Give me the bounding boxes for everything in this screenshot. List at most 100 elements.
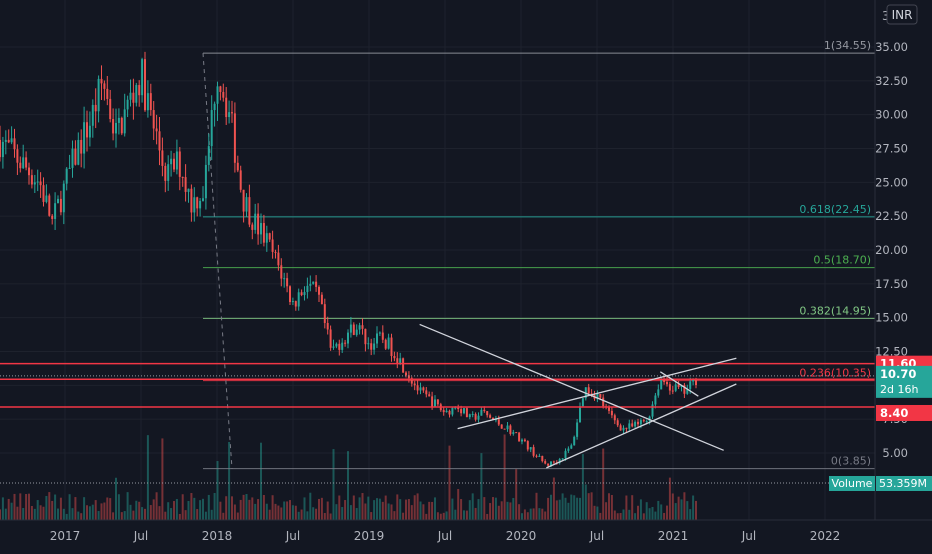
candle-body <box>460 409 463 414</box>
volume-bar <box>500 501 503 520</box>
volume-bar <box>390 504 393 520</box>
volume-bar <box>442 512 445 520</box>
volume-bar <box>497 505 500 520</box>
candle-body <box>222 91 225 98</box>
candle-body <box>207 146 210 165</box>
volume-bar <box>381 501 384 520</box>
volume-bar <box>526 512 529 520</box>
candle-body <box>25 157 28 168</box>
candle-body <box>526 441 529 450</box>
volume-bar <box>448 445 451 520</box>
candle-body <box>19 162 22 169</box>
candle-body <box>668 384 671 391</box>
candle-body <box>7 139 10 143</box>
volume-bar <box>33 508 36 520</box>
candle-body <box>173 158 175 170</box>
volume-bar <box>228 441 231 520</box>
volume-bar <box>587 493 590 520</box>
candle-body <box>283 278 286 280</box>
volume-bar <box>431 501 434 520</box>
volume-bar <box>628 509 631 520</box>
candle-body <box>567 448 570 451</box>
volume-bar <box>158 506 161 520</box>
candle-body <box>109 98 112 120</box>
candle-body <box>303 292 306 296</box>
candle-body <box>471 414 474 416</box>
candle-body <box>550 461 552 466</box>
volume-bar <box>399 499 402 520</box>
volume-bar <box>642 513 645 520</box>
volume-bar <box>634 513 637 520</box>
volume-bar <box>428 501 431 520</box>
y-tick-label: 30.00 <box>875 108 908 122</box>
volume-bar <box>434 497 436 520</box>
time-axis: 2017 Jul 2018 Jul 2019 Jul 2020 Jul 2021 Jul 2022 <box>50 529 841 543</box>
trendlines <box>419 323 737 469</box>
candle-body <box>634 421 637 427</box>
volume-bar <box>593 505 596 520</box>
candle-body <box>138 85 141 96</box>
volume-bar <box>407 499 410 520</box>
candle-body <box>695 378 697 385</box>
volume-bar <box>677 496 680 520</box>
y-tick-label: 20.00 <box>875 243 908 257</box>
volume-bar <box>651 506 654 520</box>
volume-bar <box>358 497 361 520</box>
candle-body <box>413 383 416 386</box>
x-tick-label: 2018 <box>202 529 233 543</box>
volume-value: 53.359M <box>879 477 927 490</box>
candle-body <box>625 427 628 429</box>
candle-body <box>387 337 390 349</box>
x-tick-label: Jul <box>741 529 756 543</box>
candle-body <box>436 399 439 405</box>
candle-body <box>448 410 451 415</box>
candle-body <box>248 197 251 225</box>
volume-bar <box>291 505 294 520</box>
candle-body <box>1 141 4 158</box>
candle-body <box>320 294 323 305</box>
candle-body <box>329 329 332 348</box>
candle-body <box>62 183 65 213</box>
currency-label[interactable]: 37 INR <box>882 4 918 25</box>
level-badge: 8.40 <box>880 406 908 420</box>
candle-body <box>587 387 590 394</box>
fib-level-label: 0.618(22.45) <box>799 203 871 216</box>
volume-bar <box>280 507 283 520</box>
volume-bar <box>59 497 62 520</box>
candle-body <box>384 339 387 349</box>
candle-body <box>199 200 202 209</box>
volume-bar <box>222 512 225 520</box>
volume-bar <box>219 501 222 520</box>
volume-bar <box>48 492 51 520</box>
current-price-badge: 10.70 <box>880 367 916 381</box>
volume-bar <box>1 497 4 520</box>
candle-body <box>65 168 68 184</box>
volume-bar <box>584 484 587 520</box>
volume-bar <box>503 434 506 520</box>
volume-bar <box>457 488 460 520</box>
candle-body <box>257 213 260 235</box>
volume-bar <box>152 499 155 520</box>
candle-body <box>213 103 216 111</box>
candle-body <box>202 198 204 201</box>
candle-body <box>486 411 489 416</box>
volume-bar <box>77 511 80 520</box>
volume-bar <box>364 503 367 520</box>
candle-body <box>170 158 173 165</box>
volume-bar <box>680 499 683 520</box>
fib-level-label: 0(3.85) <box>831 455 871 468</box>
volume-bar <box>361 493 364 520</box>
y-tick-label: 25.00 <box>875 175 908 189</box>
volume-bar <box>347 451 349 520</box>
candle-body <box>115 122 117 134</box>
y-tick-label: 5.00 <box>882 446 908 460</box>
candle-body <box>100 78 103 84</box>
candle-body <box>663 379 666 382</box>
volume-bar <box>509 502 512 520</box>
candle-body <box>396 358 399 364</box>
volume-bar <box>523 509 526 520</box>
candle-body <box>86 122 88 138</box>
volume-bar <box>668 477 671 520</box>
